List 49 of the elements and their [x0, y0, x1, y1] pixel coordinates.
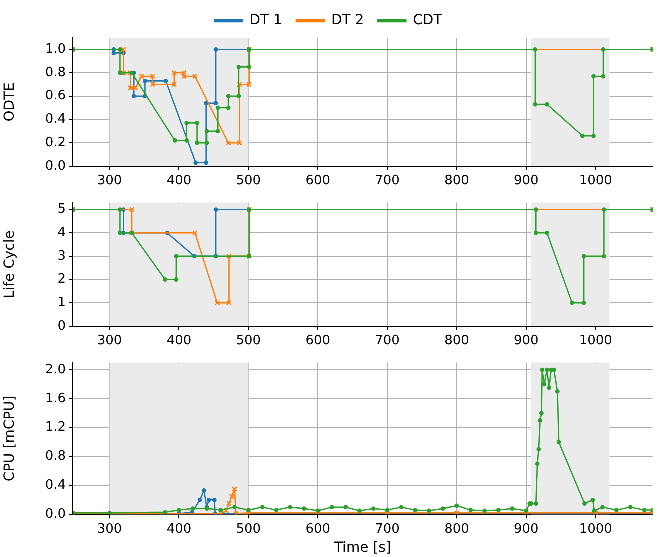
x-tick-label: 500: [236, 174, 262, 189]
x-tick-label: 900: [514, 522, 539, 537]
x-tick-label: 900: [514, 174, 539, 189]
x-tick-label: 600: [306, 174, 331, 189]
y-tick-label: 0: [58, 318, 66, 334]
x-tick-label: 900: [514, 334, 539, 349]
y-tick-label: 0.6: [45, 88, 66, 104]
y-tick-label: 5: [58, 202, 66, 218]
x-tick-label: 1000: [579, 522, 612, 537]
y-tick-label: 1.2: [45, 420, 66, 436]
y-tick-label: 0.8: [45, 449, 66, 464]
legend-label: DT 2: [331, 12, 364, 29]
y-axis-title: CPU [mCPU]: [2, 396, 18, 482]
y-tick-label: 4: [58, 225, 66, 240]
x-tick-label: 300: [97, 334, 122, 349]
x-tick-label: 700: [375, 522, 400, 537]
legend-label: DT 1: [250, 12, 282, 29]
y-tick-label: 2.0: [45, 362, 66, 378]
x-tick-label: 700: [375, 334, 400, 349]
x-tick-label: 800: [444, 174, 470, 189]
x-tick-label: 500: [236, 334, 262, 349]
x-tick-label: 600: [306, 334, 331, 349]
x-tick-label: 1000: [579, 334, 612, 349]
y-tick-label: 1: [58, 295, 66, 310]
x-tick-label: 800: [444, 522, 470, 537]
x-tick-label: 300: [97, 174, 122, 189]
x-tick-label: 800: [444, 334, 470, 349]
y-tick-label: 0.8: [45, 65, 66, 80]
y-axis-title: ODTE: [2, 82, 18, 122]
y-tick-label: 3: [58, 248, 66, 264]
y-tick-label: 0.0: [45, 506, 66, 522]
y-tick-label: 0.4: [45, 478, 66, 494]
x-tick-label: 400: [166, 522, 192, 537]
y-tick-label: 2: [58, 272, 66, 288]
x-tick-label: 400: [166, 334, 192, 349]
y-tick-label: 1.0: [45, 42, 66, 58]
legend-label: CDT: [413, 12, 443, 29]
x-tick-label: 500: [236, 522, 262, 537]
y-axis-title: Life Cycle: [2, 230, 18, 299]
x-tick-label: 300: [97, 522, 122, 537]
x-axis-title: Time [s]: [333, 540, 392, 556]
y-tick-label: 0.2: [45, 135, 66, 150]
x-tick-label: 1000: [579, 174, 612, 189]
x-tick-label: 600: [306, 522, 331, 537]
x-tick-label: 700: [375, 174, 400, 189]
y-tick-label: 1.6: [45, 391, 66, 406]
y-tick-label: 0.0: [45, 158, 66, 174]
y-tick-label: 0.4: [45, 112, 66, 128]
x-tick-label: 400: [166, 174, 192, 189]
